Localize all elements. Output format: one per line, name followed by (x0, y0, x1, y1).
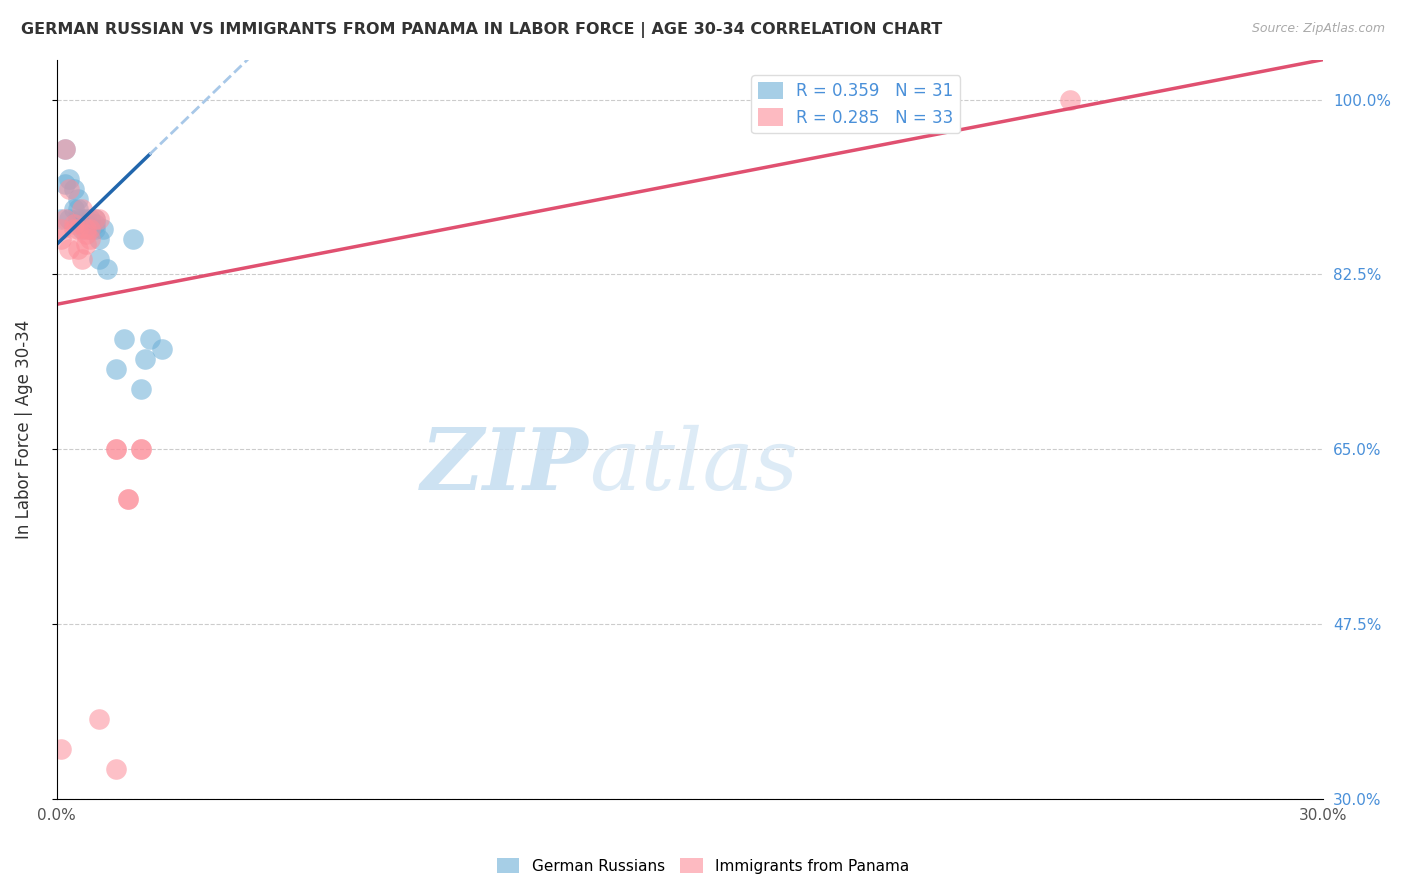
Point (150, 343, 173, 357)
Legend: German Russians, Immigrants from Panama: German Russians, Immigrants from Panama (491, 852, 915, 880)
Point (66, 202, 89, 217)
Point (83, 222, 105, 236)
Point (1059, 93, 1081, 107)
Point (70, 252, 93, 267)
Point (62, 202, 84, 217)
Point (129, 382, 152, 396)
Point (75, 237, 97, 252)
Point (96, 262, 118, 277)
Text: Source: ZipAtlas.com: Source: ZipAtlas.com (1251, 22, 1385, 36)
Point (117, 492, 139, 507)
Point (75, 227, 97, 242)
Point (66, 193, 89, 207)
Point (66, 212, 89, 227)
Point (53, 212, 76, 227)
Text: atlas: atlas (589, 425, 797, 508)
Point (87, 232, 110, 246)
Point (58, 243, 80, 257)
Point (58, 182, 80, 196)
Point (112, 332, 135, 346)
Point (129, 442, 152, 457)
Point (79, 212, 101, 227)
Point (49, 212, 72, 227)
Point (62, 182, 84, 196)
Point (129, 442, 152, 457)
Point (75, 222, 97, 236)
Point (104, 362, 127, 376)
Point (58, 212, 80, 227)
Point (49, 232, 72, 246)
Point (91, 222, 114, 236)
Point (87, 212, 110, 227)
Point (70, 202, 93, 217)
Point (134, 352, 156, 367)
Point (70, 212, 93, 227)
Point (138, 332, 160, 346)
Point (83, 218, 105, 232)
Point (62, 218, 84, 232)
Point (87, 252, 110, 267)
Point (121, 232, 143, 246)
Point (58, 172, 80, 186)
Point (79, 232, 101, 246)
Point (53, 143, 76, 157)
Point (62, 222, 84, 236)
Point (75, 218, 97, 232)
Point (117, 492, 139, 507)
Point (79, 222, 101, 236)
Point (53, 178, 76, 192)
Text: ZIP: ZIP (420, 425, 589, 508)
Point (70, 222, 93, 236)
Point (70, 218, 93, 232)
Point (83, 212, 105, 227)
Point (66, 243, 89, 257)
Point (49, 741, 72, 756)
Point (49, 222, 72, 236)
Y-axis label: In Labor Force | Age 30-34: In Labor Force | Age 30-34 (15, 319, 32, 539)
Point (104, 442, 127, 457)
Point (87, 712, 110, 726)
Point (66, 222, 89, 236)
Point (104, 442, 127, 457)
Point (53, 143, 76, 157)
Legend: R = 0.359   N = 31, R = 0.285   N = 33: R = 0.359 N = 31, R = 0.285 N = 33 (751, 75, 960, 133)
Point (83, 212, 105, 227)
Point (75, 212, 97, 227)
Text: GERMAN RUSSIAN VS IMMIGRANTS FROM PANAMA IN LABOR FORCE | AGE 30-34 CORRELATION : GERMAN RUSSIAN VS IMMIGRANTS FROM PANAMA… (21, 22, 942, 38)
Point (104, 762, 127, 776)
Point (79, 222, 101, 236)
